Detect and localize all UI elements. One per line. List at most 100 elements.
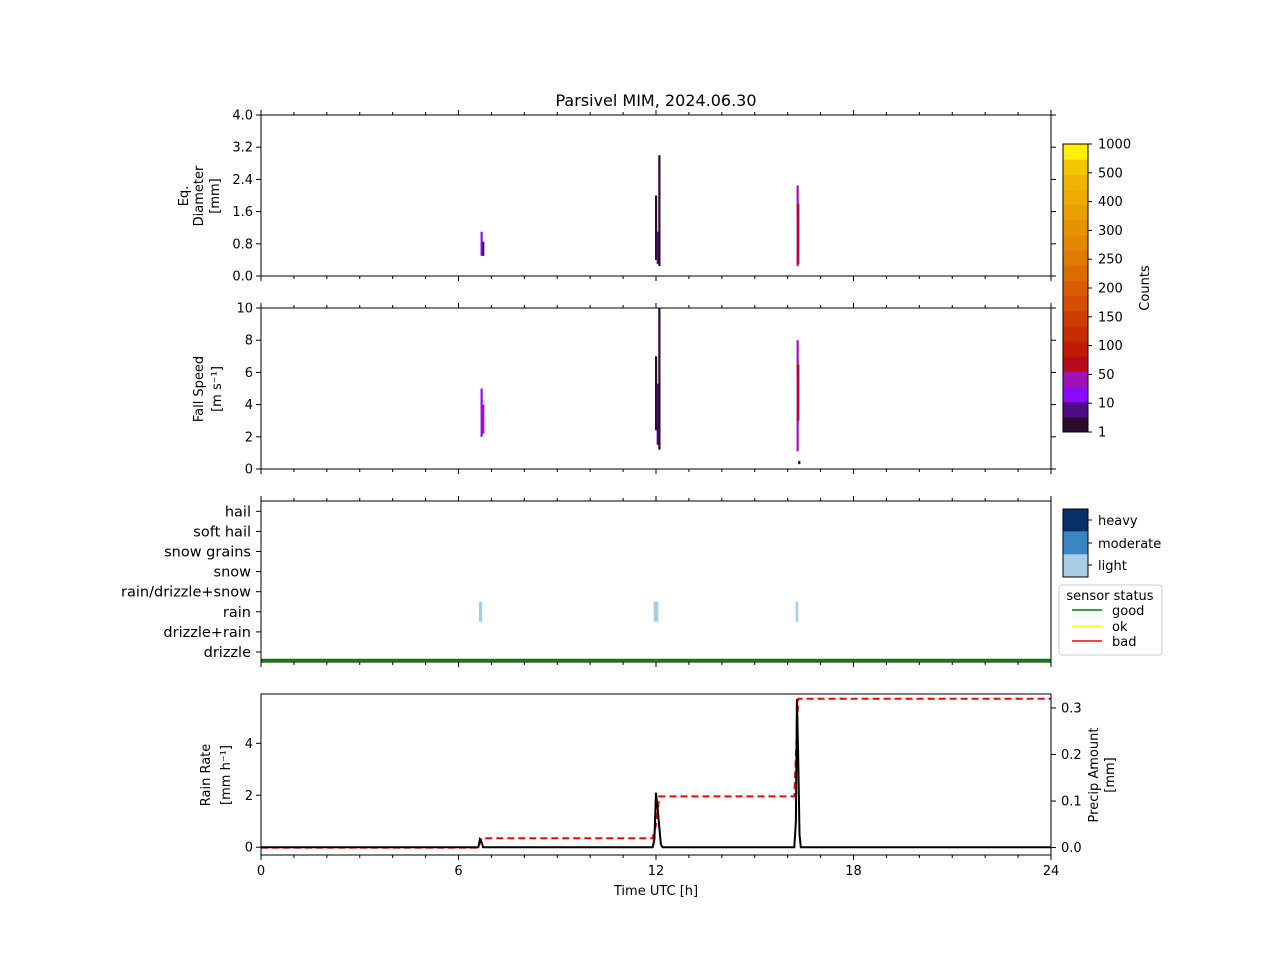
precip-amount-tick-label: 0.2 bbox=[1061, 748, 1082, 763]
diameter-ylabel-3: [mm] bbox=[208, 178, 223, 213]
rain-rate-tick-label: 2 bbox=[245, 789, 253, 804]
category-label: soft hail bbox=[193, 524, 251, 540]
colorbar-tick-label: 100 bbox=[1098, 339, 1123, 354]
intensity-label-moderate: moderate bbox=[1098, 537, 1161, 552]
y-tick-label: 8 bbox=[245, 334, 253, 349]
colorbar-tick-label: 1 bbox=[1098, 426, 1106, 441]
category-label: rain/drizzle+snow bbox=[121, 585, 251, 601]
colorbar-bin bbox=[1063, 295, 1088, 312]
intensity-light-swatch bbox=[1063, 554, 1088, 577]
intensity-moderate-swatch bbox=[1063, 531, 1088, 555]
y-tick-label: 3.2 bbox=[232, 141, 253, 156]
heatmap-bar bbox=[480, 388, 483, 437]
precip-amount-tick-label: 0.3 bbox=[1061, 701, 1082, 716]
heatmap-bar bbox=[656, 231, 659, 264]
colorbar-bin bbox=[1063, 174, 1088, 190]
counts-colorbar-ticks: 1 10 50 100 150 200 250 300 400 500 1000 bbox=[1088, 138, 1131, 441]
legend-bad-label: bad bbox=[1112, 635, 1136, 650]
y-tick-label: 2 bbox=[245, 430, 253, 445]
colorbar-bin bbox=[1063, 341, 1088, 357]
rain-rate-ylabel-1: Rain Rate bbox=[199, 744, 214, 807]
counts-colorbar-label: Counts bbox=[1138, 265, 1153, 311]
x-tick-label: 18 bbox=[845, 864, 862, 879]
x-tick-label: 0 bbox=[257, 864, 265, 879]
precip-type-axes: drizzle drizzle+rain rain rain/drizzle+snow… bbox=[121, 496, 1052, 667]
colorbar-bin bbox=[1063, 189, 1088, 206]
colorbar-tick-label: 10 bbox=[1098, 397, 1115, 412]
colorbar-tick-label: 150 bbox=[1098, 310, 1123, 325]
colorbar-tick-label: 250 bbox=[1098, 253, 1123, 268]
colorbar-bin bbox=[1063, 310, 1088, 327]
x-tick-label: 24 bbox=[1043, 864, 1060, 879]
precip-amount-line bbox=[261, 697, 1051, 849]
precip-type-event bbox=[653, 601, 659, 622]
y-tick-label: 10 bbox=[236, 302, 253, 317]
counts-colorbar: 1 10 50 100 150 200 250 300 400 500 1000 Counts bbox=[1062, 138, 1153, 441]
rain-rate-line bbox=[261, 699, 1051, 849]
colorbar-tick-label: 500 bbox=[1098, 166, 1123, 181]
sensor-status-legend-title: sensor status bbox=[1066, 589, 1153, 604]
precip-type-events bbox=[478, 601, 799, 622]
fallspeed-panel: 0 2 4 6 8 10 Fall Speed [m s⁻¹] bbox=[192, 302, 1056, 478]
category-label: drizzle+rain bbox=[163, 625, 251, 641]
fallspeed-axes: 0 2 4 6 8 10 bbox=[236, 302, 1056, 478]
colorbar-bin bbox=[1063, 280, 1088, 297]
category-label: drizzle bbox=[204, 645, 251, 661]
y-tick-label: 0.8 bbox=[232, 237, 253, 252]
colorbar-tick-label: 400 bbox=[1098, 195, 1123, 210]
colorbar-bin bbox=[1063, 144, 1088, 160]
precip-type-frame bbox=[260, 500, 1052, 663]
colorbar-bin bbox=[1063, 204, 1088, 221]
chart-title: Parsivel MIM, 2024.06.30 bbox=[555, 91, 756, 110]
precip-type-event bbox=[478, 601, 483, 622]
heatmap-bar bbox=[482, 404, 485, 434]
precip-amount-tick-label: 0.1 bbox=[1061, 795, 1082, 810]
intensity-legend: heavy moderate light bbox=[1062, 508, 1161, 578]
intensity-label-light: light bbox=[1098, 559, 1127, 574]
category-label: rain bbox=[223, 605, 251, 621]
intensity-heavy-swatch bbox=[1063, 509, 1088, 532]
heatmap-bar bbox=[658, 155, 661, 266]
fallspeed-ylabel-2: [m s⁻¹] bbox=[210, 366, 225, 412]
heatmap-bar bbox=[656, 383, 659, 445]
colorbar-bin bbox=[1063, 325, 1088, 342]
precip-amount-ylabel-2: [mm] bbox=[1103, 757, 1118, 792]
precip-type-panel: drizzle drizzle+rain rain rain/drizzle+snow… bbox=[121, 496, 1052, 667]
heatmap-bar bbox=[655, 356, 658, 431]
precip-amount-tick-label: 0.0 bbox=[1061, 841, 1082, 856]
x-tick-label: 6 bbox=[454, 864, 462, 879]
colorbar-bin bbox=[1063, 159, 1088, 175]
y-tick-label: 0.0 bbox=[232, 270, 253, 285]
y-tick-label: 6 bbox=[245, 366, 253, 381]
x-tick-label: 12 bbox=[648, 864, 665, 879]
heatmap-bar bbox=[655, 195, 658, 260]
colorbar-bin bbox=[1063, 386, 1088, 403]
heatmap-bar bbox=[480, 231, 483, 256]
fallspeed-heatmap bbox=[480, 308, 801, 465]
diameter-panel: 0.0 0.8 1.6 2.4 3.2 4.0 Eq. Diameter [mm] bbox=[177, 109, 1056, 285]
heatmap-bar bbox=[797, 364, 800, 421]
rain-rate-tick-label: 0 bbox=[245, 841, 253, 856]
x-axis-label: Time UTC [h] bbox=[613, 884, 698, 899]
heatmap-bar bbox=[482, 241, 485, 256]
y-tick-label: 2.4 bbox=[232, 173, 253, 188]
colorbar-tick-label: 50 bbox=[1098, 368, 1115, 383]
precip-amount-ylabel-1: Precip Amount bbox=[1087, 728, 1102, 823]
colorbar-bin bbox=[1063, 371, 1088, 388]
intensity-label-heavy: heavy bbox=[1098, 514, 1138, 529]
counts-colorbar-bins bbox=[1063, 144, 1088, 433]
y-tick-label: 1.6 bbox=[232, 205, 253, 220]
heatmap-bar bbox=[658, 308, 661, 450]
colorbar-tick-label: 200 bbox=[1098, 282, 1123, 297]
legend-good-label: good bbox=[1112, 604, 1144, 619]
colorbar-tick-label: 300 bbox=[1098, 224, 1123, 239]
colorbar-bin bbox=[1063, 250, 1088, 266]
y-tick-label: 4 bbox=[245, 398, 253, 413]
colorbar-bin bbox=[1063, 219, 1088, 236]
rain-rate-tick-label: 4 bbox=[245, 737, 253, 752]
diameter-ylabel-1: Eq. bbox=[177, 186, 192, 207]
colorbar-bin bbox=[1063, 265, 1088, 281]
